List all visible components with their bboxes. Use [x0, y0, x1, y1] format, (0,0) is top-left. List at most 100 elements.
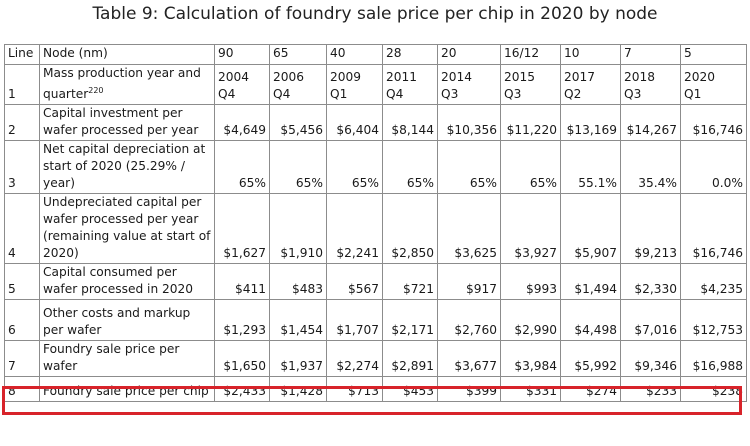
value-cell: $3,927 — [500, 193, 561, 265]
value-cell: $2,274 — [326, 340, 383, 378]
value-cell: $2,330 — [620, 263, 681, 301]
year-quarter-cell: 2004 Q4 — [214, 63, 270, 106]
value-cell: $8,144 — [382, 104, 438, 142]
table-row: 1 Mass production year and quarter220 2004… — [4, 63, 747, 106]
year-value: 2020 — [684, 70, 716, 85]
year-quarter-cell: 2017 Q2 — [560, 63, 621, 106]
header-row: Line Node (nm) 90 65 40 28 20 16/12 10 7 5 — [4, 44, 747, 65]
node-column-header: 7 — [620, 44, 681, 65]
value-cell: $16,746 — [680, 193, 747, 265]
year-quarter-cell: 2011 Q4 — [382, 63, 438, 106]
value-cell: $2,891 — [382, 340, 438, 378]
line-number: 3 — [4, 140, 40, 195]
value-cell: $5,992 — [560, 340, 621, 378]
value-cell: 65% — [500, 140, 561, 195]
value-cell: $567 — [326, 263, 383, 301]
node-column-header: 40 — [326, 44, 383, 65]
value-cell: $993 — [500, 263, 561, 301]
table-row: 7 Foundry sale price per wafer $1,650 $1,93… — [4, 340, 747, 378]
value-cell: $399 — [437, 376, 501, 403]
value-cell: $233 — [620, 376, 681, 403]
table-title: Table 9: Calculation of foundry sale pri… — [92, 4, 658, 24]
node-column-header: 5 — [680, 44, 747, 65]
value-cell: $238 — [680, 376, 747, 403]
value-cell: $2,241 — [326, 193, 383, 265]
year-value: 2015 — [504, 70, 536, 85]
quarter-value: Q3 — [624, 87, 642, 102]
row-description: Capital consumed per wafer processed in … — [39, 263, 215, 301]
value-cell: 55.1% — [560, 140, 621, 195]
node-header: Node (nm) — [39, 44, 215, 65]
value-cell: $2,433 — [214, 376, 270, 403]
row-description: Mass production year and quarter220 — [39, 63, 215, 106]
value-cell: $12,753 — [680, 299, 747, 342]
line-number: 4 — [4, 193, 40, 265]
year-value: 2017 — [564, 70, 596, 85]
quarter-value: Q3 — [504, 87, 522, 102]
quarter-value: Q2 — [564, 87, 582, 102]
value-cell: 65% — [326, 140, 383, 195]
year-value: 2009 — [330, 70, 362, 85]
value-cell: $1,910 — [269, 193, 327, 265]
value-cell: $4,649 — [214, 104, 270, 142]
quarter-value: Q1 — [684, 87, 702, 102]
year-value: 2004 — [218, 70, 250, 85]
node-column-header: 20 — [437, 44, 501, 65]
year-value: 2018 — [624, 70, 656, 85]
value-cell: $6,404 — [326, 104, 383, 142]
value-cell: $2,171 — [382, 299, 438, 342]
year-quarter-cell: 2009 Q1 — [326, 63, 383, 106]
year-value: 2011 — [386, 70, 418, 85]
value-cell: $411 — [214, 263, 270, 301]
quarter-value: Q4 — [218, 87, 236, 102]
value-cell: $721 — [382, 263, 438, 301]
value-cell: $7,016 — [620, 299, 681, 342]
value-cell: 0.0% — [680, 140, 747, 195]
value-cell: $11,220 — [500, 104, 561, 142]
value-cell: $1,937 — [269, 340, 327, 378]
value-cell: $5,907 — [560, 193, 621, 265]
row-description-text: Foundry sale price per chip — [43, 384, 209, 399]
row-description: Undepreciated capital per wafer processe… — [39, 193, 215, 265]
year-value: 2014 — [441, 70, 473, 85]
value-cell: $274 — [560, 376, 621, 403]
value-cell: $453 — [382, 376, 438, 403]
value-cell: $2,760 — [437, 299, 501, 342]
quarter-value: Q3 — [441, 87, 459, 102]
value-cell: $713 — [326, 376, 383, 403]
table-row: 3 Net capital depreciation at start of 20… — [4, 140, 747, 195]
table-row: 4 Undepreciated capital per wafer process… — [4, 193, 747, 265]
row-description-text: Other costs and markup per wafer — [43, 306, 191, 338]
value-cell: $10,356 — [437, 104, 501, 142]
quarter-value: Q1 — [330, 87, 348, 102]
row-description: Foundry sale price per wafer — [39, 340, 215, 378]
value-cell: $917 — [437, 263, 501, 301]
value-cell: $1,707 — [326, 299, 383, 342]
value-cell: $1,454 — [269, 299, 327, 342]
value-cell: $1,428 — [269, 376, 327, 403]
value-cell: 65% — [269, 140, 327, 195]
year-value: 2006 — [273, 70, 305, 85]
value-cell: $331 — [500, 376, 561, 403]
row-description: Foundry sale price per chip — [39, 376, 215, 403]
node-column-header: 28 — [382, 44, 438, 65]
value-cell: $4,498 — [560, 299, 621, 342]
table-row: 8 Foundry sale price per chip $2,433 $1,428… — [4, 376, 747, 403]
value-cell: $3,625 — [437, 193, 501, 265]
line-number: 8 — [4, 376, 40, 403]
row-description-text: Undepreciated capital per wafer processe… — [43, 195, 211, 261]
value-cell: $3,677 — [437, 340, 501, 378]
foundry-price-table: Line Node (nm) 90 65 40 28 20 16/12 10 7 5 1 Mass pr… — [4, 44, 747, 403]
quarter-value: Q4 — [273, 87, 291, 102]
value-cell: $4,235 — [680, 263, 747, 301]
row-description-text: Net capital depreciation at start of 202… — [43, 142, 206, 191]
line-header: Line — [4, 44, 40, 65]
row-description: Capital investment per wafer processed p… — [39, 104, 215, 142]
value-cell: $2,990 — [500, 299, 561, 342]
node-column-header: 65 — [269, 44, 327, 65]
row-description-text: Mass production year and quarter — [43, 66, 201, 102]
value-cell: $9,213 — [620, 193, 681, 265]
value-cell: $9,346 — [620, 340, 681, 378]
table-row: 5 Capital consumed per wafer processed in… — [4, 263, 747, 301]
row-description: Net capital depreciation at start of 202… — [39, 140, 215, 195]
